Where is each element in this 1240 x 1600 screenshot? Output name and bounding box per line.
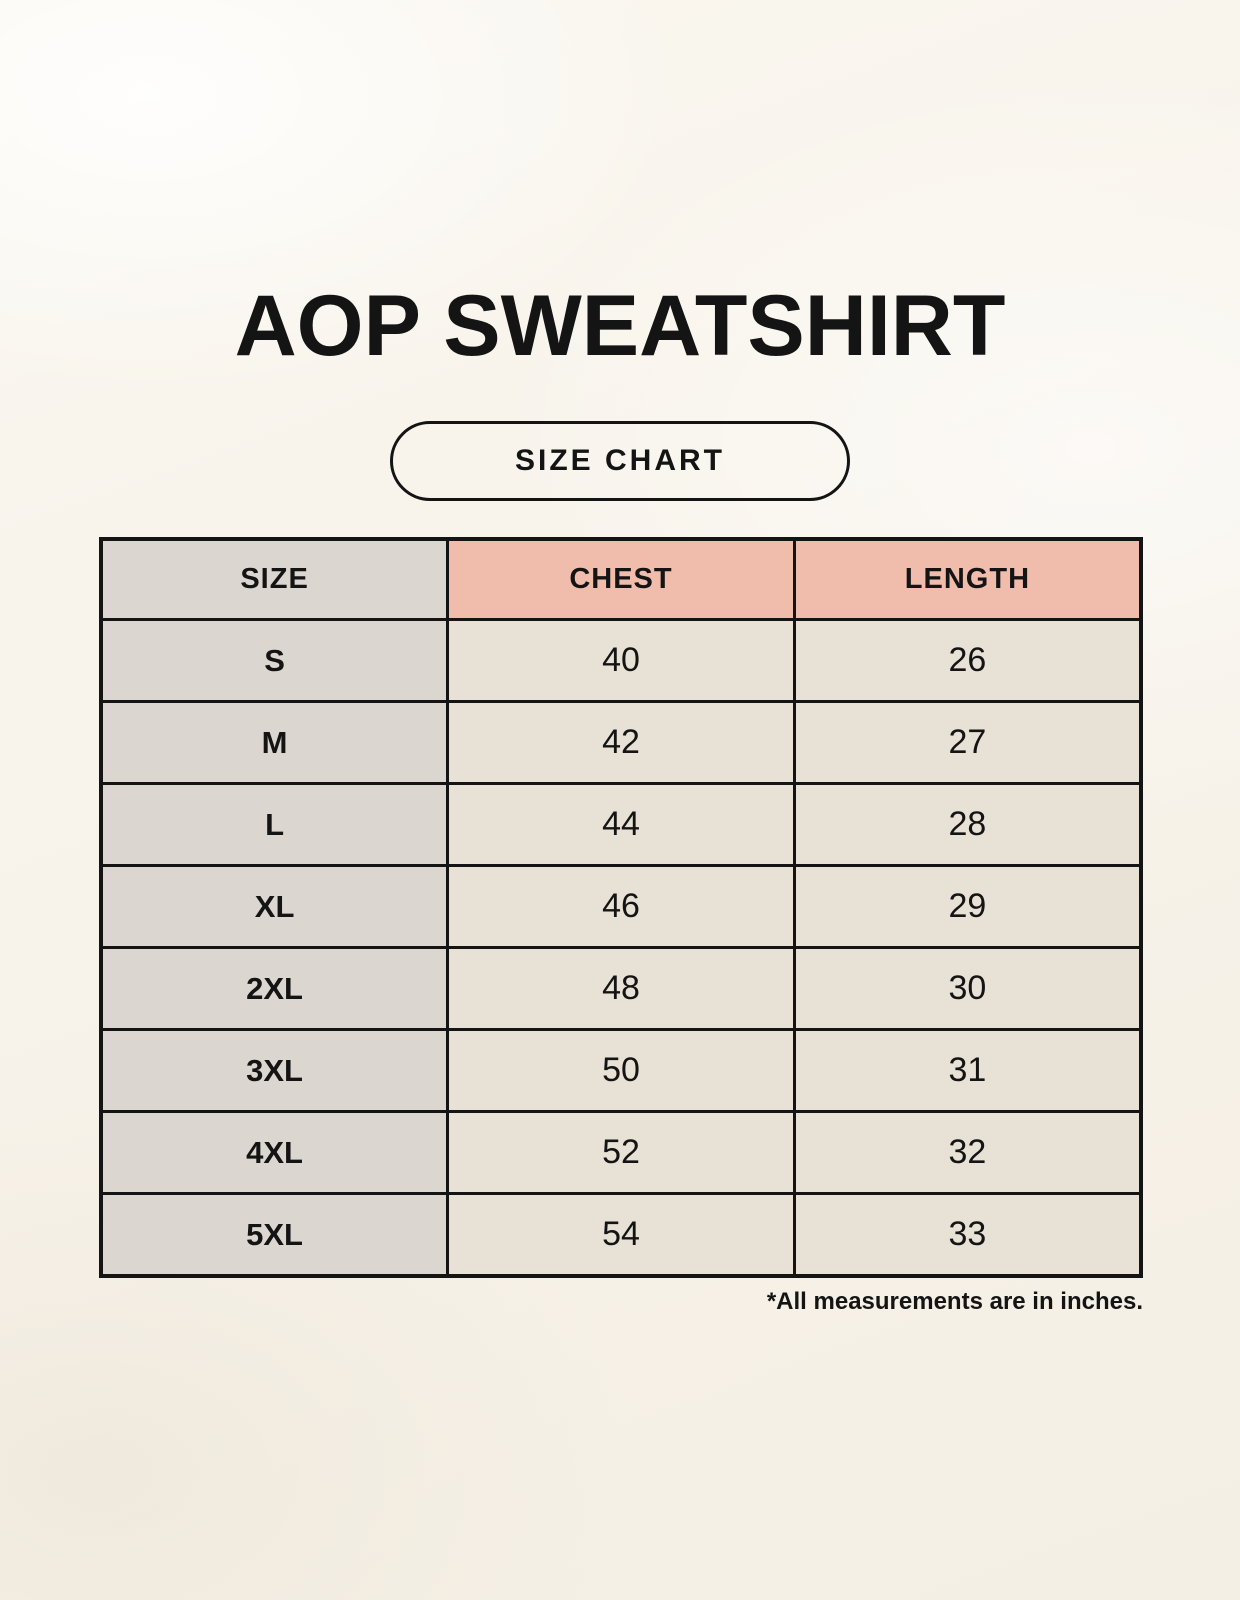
table-header-row: SIZE CHEST LENGTH — [99, 537, 1143, 621]
chest-cell: 40 — [446, 618, 796, 703]
table-row: M 42 27 — [99, 700, 1143, 785]
size-cell: M — [99, 700, 450, 785]
header-length: LENGTH — [792, 537, 1143, 621]
size-chart-badge: SIZE CHART — [390, 421, 850, 501]
size-cell: 4XL — [99, 1110, 450, 1195]
length-cell: 32 — [792, 1110, 1143, 1195]
header-chest: CHEST — [446, 537, 796, 621]
size-cell: L — [99, 782, 450, 867]
size-chart-badge-label: SIZE CHART — [515, 444, 725, 477]
table-row: L 44 28 — [99, 782, 1143, 867]
size-cell: S — [99, 618, 450, 703]
chest-cell: 52 — [446, 1110, 796, 1195]
size-table-body: S 40 26 M 42 27 L 44 28 XL 46 29 2XL 48 … — [99, 618, 1143, 1278]
length-cell: 30 — [792, 946, 1143, 1031]
chest-cell: 44 — [446, 782, 796, 867]
size-table: SIZE CHEST LENGTH S 40 26 M 42 27 L 44 2… — [99, 537, 1143, 1278]
size-cell: XL — [99, 864, 450, 949]
length-cell: 31 — [792, 1028, 1143, 1113]
length-cell: 28 — [792, 782, 1143, 867]
length-cell: 27 — [792, 700, 1143, 785]
length-cell: 33 — [792, 1192, 1143, 1278]
table-row: 2XL 48 30 — [99, 946, 1143, 1031]
size-table-head: SIZE CHEST LENGTH — [99, 537, 1143, 621]
length-cell: 29 — [792, 864, 1143, 949]
header-size: SIZE — [99, 537, 450, 621]
chest-cell: 54 — [446, 1192, 796, 1278]
size-cell: 5XL — [99, 1192, 450, 1278]
table-row: S 40 26 — [99, 618, 1143, 703]
chest-cell: 50 — [446, 1028, 796, 1113]
page-title: AOP SWEATSHIRT — [234, 278, 1006, 374]
length-cell: 26 — [792, 618, 1143, 703]
table-row: 5XL 54 33 — [99, 1192, 1143, 1278]
size-cell: 2XL — [99, 946, 450, 1031]
table-row: 4XL 52 32 — [99, 1110, 1143, 1195]
table-row: XL 46 29 — [99, 864, 1143, 949]
table-row: 3XL 50 31 — [99, 1028, 1143, 1113]
chest-cell: 48 — [446, 946, 796, 1031]
chest-cell: 42 — [446, 700, 796, 785]
size-cell: 3XL — [99, 1028, 450, 1113]
measurements-footnote: *All measurements are in inches. — [766, 1288, 1143, 1315]
chest-cell: 46 — [446, 864, 796, 949]
